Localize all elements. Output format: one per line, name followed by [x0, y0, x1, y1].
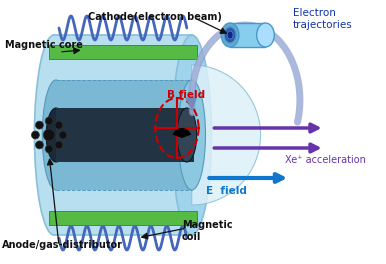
Text: Xe⁺ acceleration: Xe⁺ acceleration — [285, 155, 366, 165]
Bar — [230, 23, 266, 47]
Wedge shape — [173, 128, 191, 138]
Circle shape — [45, 117, 53, 125]
Ellipse shape — [42, 80, 70, 190]
Circle shape — [59, 131, 67, 139]
Ellipse shape — [221, 23, 239, 47]
Circle shape — [36, 121, 43, 129]
Ellipse shape — [178, 80, 205, 190]
Ellipse shape — [227, 31, 233, 39]
Bar — [49, 211, 196, 225]
Bar — [49, 45, 196, 59]
Text: Anode/gas-distributor: Anode/gas-distributor — [2, 240, 123, 250]
Ellipse shape — [224, 27, 236, 43]
Bar — [56, 80, 192, 190]
Text: Magnetic
coil: Magnetic coil — [182, 220, 232, 242]
Wedge shape — [192, 65, 261, 205]
Circle shape — [43, 129, 55, 141]
Text: B field: B field — [167, 90, 205, 100]
Ellipse shape — [177, 108, 196, 162]
Text: E  field: E field — [207, 186, 247, 196]
Ellipse shape — [46, 108, 66, 162]
Text: Cathode(electron beam): Cathode(electron beam) — [88, 12, 222, 22]
Circle shape — [32, 131, 39, 139]
Circle shape — [36, 141, 43, 149]
Bar — [54, 35, 192, 235]
Circle shape — [45, 145, 53, 153]
Ellipse shape — [172, 35, 212, 235]
Text: Magnetic core: Magnetic core — [5, 40, 83, 50]
Circle shape — [55, 141, 63, 149]
Ellipse shape — [34, 35, 74, 235]
Circle shape — [55, 121, 63, 129]
Ellipse shape — [257, 23, 274, 47]
Text: Electron
trajectories: Electron trajectories — [293, 8, 353, 30]
Bar — [56, 108, 194, 162]
